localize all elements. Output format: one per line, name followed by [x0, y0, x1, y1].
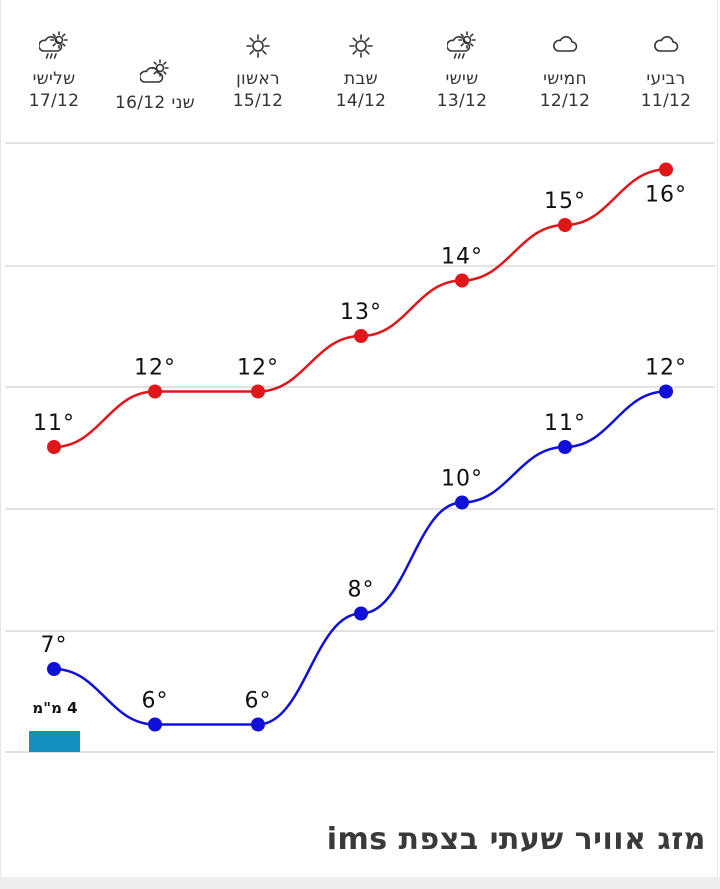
low-temp-line	[53, 390, 667, 726]
low-temp-point	[455, 495, 469, 510]
high-temp-point	[558, 218, 572, 232]
high-temp-label: 11°	[33, 411, 75, 436]
high-temp-point	[47, 440, 61, 454]
high-temp-label: 12°	[237, 356, 279, 381]
cloud-sun-icon	[139, 58, 170, 92]
high-temp-label: 16°	[645, 183, 687, 208]
low-temp-label: 6°	[142, 689, 169, 714]
cloud-icon	[550, 31, 580, 65]
day-date: 12/12	[539, 91, 591, 111]
day-name: שישי	[445, 69, 479, 89]
day-column: שלישי 17/12	[2, 28, 106, 112]
low-temp-label: 12°	[645, 356, 687, 381]
footer-title: מזג אוויר שעתי בצפת ims	[326, 822, 706, 857]
high-temp-point	[148, 384, 162, 399]
day-column: חמישי 12/12	[513, 28, 617, 112]
low-temp-point	[659, 384, 673, 399]
low-temp-point	[251, 717, 265, 732]
day-date: 13/12	[436, 91, 488, 111]
day-date: 11/12	[640, 91, 692, 111]
day-column: שני16/12	[103, 28, 207, 114]
day-column: שבת 14/12	[309, 28, 413, 112]
cloud-sun-rain-icon	[446, 31, 477, 65]
day-column: רביעי 11/12	[614, 28, 718, 112]
high-temp-point	[659, 162, 673, 177]
high-temp-label: 12°	[134, 356, 176, 381]
cloud-icon	[651, 31, 681, 65]
day-name: רביעי	[646, 69, 686, 89]
low-temp-point	[558, 440, 572, 454]
low-temp-label: 8°	[348, 578, 375, 603]
day-name: חמישי	[543, 69, 587, 89]
day-date: 14/12	[335, 91, 387, 111]
bottom-divider	[0, 877, 720, 889]
sun-icon	[243, 31, 273, 65]
low-temp-point	[148, 717, 162, 732]
high-temp-point	[354, 329, 368, 343]
day-date: 16/12	[114, 93, 166, 113]
low-temp-point	[354, 606, 368, 621]
high-temp-label: 14°	[441, 245, 483, 270]
high-temp-label: 13°	[340, 300, 382, 325]
high-temp-point	[251, 384, 265, 399]
rain-label: 4 מ"מ	[32, 699, 77, 717]
high-temp-point	[455, 273, 469, 288]
day-date: 15/12	[232, 91, 284, 111]
cloud-sun-rain-icon	[38, 31, 69, 65]
low-temp-label: 7°	[41, 633, 68, 658]
day-name: ראשון	[236, 69, 280, 89]
day-name: שני	[171, 93, 196, 113]
sun-icon	[346, 31, 376, 65]
low-temp-label: 11°	[544, 411, 586, 436]
day-date: 17/12	[28, 91, 80, 111]
day-name: שבת	[344, 69, 378, 89]
day-column: ראשון 15/12	[206, 28, 310, 112]
low-temp-point	[47, 662, 61, 676]
low-temp-label: 6°	[245, 689, 272, 714]
day-name: שלישי	[32, 69, 76, 89]
rain-bar	[29, 731, 80, 752]
low-temp-label: 10°	[441, 467, 483, 492]
day-column: שישי 13/12	[410, 28, 514, 112]
high-temp-label: 15°	[544, 189, 586, 214]
